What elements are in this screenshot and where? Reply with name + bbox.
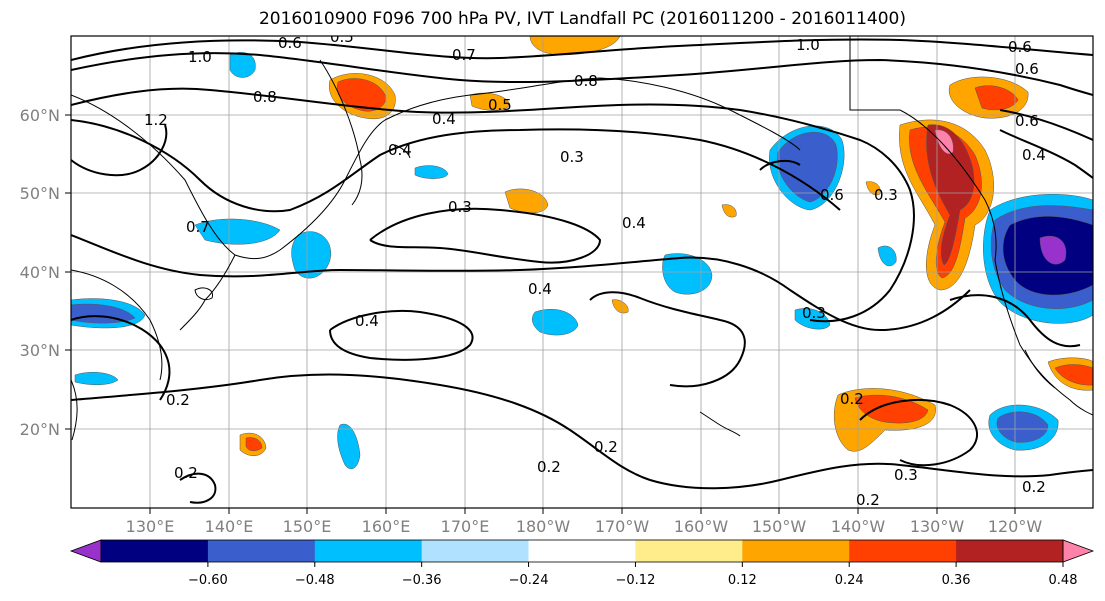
- colorbar-swatch: [421, 540, 530, 562]
- contour-label: 0.7: [186, 218, 210, 236]
- contour-label: 0.2: [856, 491, 880, 509]
- colorbar-swatch: [314, 540, 423, 562]
- contour-label: 0.8: [253, 88, 277, 106]
- contour-label: 0.2: [594, 438, 618, 456]
- contour-label: 0.2: [537, 458, 561, 476]
- contour-label: 0.3: [802, 304, 826, 322]
- contour-label: 0.6: [1008, 38, 1032, 56]
- contour-label: 0.8: [574, 72, 598, 90]
- pv-contour: [71, 38, 1093, 61]
- lon-axis: 130°E 140°E 150°E 160°E 170°E 180°W 170°…: [126, 508, 1043, 536]
- colorbar-swatch: [528, 540, 636, 562]
- pv-contour: [71, 119, 841, 213]
- contour-label: 0.3: [894, 466, 918, 484]
- colorbar-tick-label: 0.36: [942, 573, 971, 588]
- colorbar-extend-low: [69, 539, 102, 563]
- contour-label: 0.3: [560, 148, 584, 166]
- pv-contour: [71, 52, 1093, 96]
- lon-label: 130°W: [910, 517, 965, 536]
- lon-label: 150°E: [283, 517, 332, 536]
- lon-label: 150°W: [752, 517, 807, 536]
- contour-label: 0.2: [840, 390, 864, 408]
- contour-label: 0.6: [278, 34, 302, 52]
- lat-label: 40°N: [20, 263, 60, 282]
- pv-contour: [589, 291, 746, 388]
- contour-label: 0.4: [388, 141, 412, 159]
- pv-contour: [999, 129, 1093, 179]
- lat-label: 60°N: [20, 106, 60, 125]
- pv-contour: [71, 124, 168, 177]
- pv-contour: [71, 234, 971, 332]
- map-title: 2016010900 F096 700 hPa PV, IVT Landfall…: [258, 9, 906, 29]
- contour-label: 0.2: [174, 464, 198, 482]
- lon-label: 130°E: [126, 517, 175, 536]
- pv-contour: [329, 309, 474, 361]
- shaded-anomalies: [71, 36, 1093, 470]
- pv-contour: [999, 109, 1093, 141]
- pv-contour: [71, 315, 171, 401]
- pv-contour: [369, 207, 602, 264]
- contour-label: 0.6: [1015, 112, 1039, 130]
- contour-label: 0.3: [874, 186, 898, 204]
- contour-label: 1.2: [144, 111, 168, 129]
- colorbar-tick-label: −0.36: [402, 573, 442, 588]
- lat-label: 30°N: [20, 341, 60, 360]
- contour-label: 0.5: [488, 96, 512, 114]
- colorbar-tick-label: −0.48: [295, 573, 335, 588]
- lon-label: 160°E: [362, 517, 411, 536]
- graticule: [71, 36, 1093, 508]
- lat-label: 20°N: [20, 420, 60, 439]
- lon-label: 120°W: [988, 517, 1043, 536]
- lon-label: 140°E: [205, 517, 254, 536]
- colorbar-extend-high: [1062, 539, 1095, 563]
- colorbar-swatch: [101, 540, 209, 562]
- contour-label: 0.6: [820, 186, 844, 204]
- lon-label: 170°W: [595, 517, 650, 536]
- pv-contour: [71, 373, 1093, 490]
- contour-label: 0.3: [448, 198, 472, 216]
- colorbar-swatch: [207, 540, 316, 562]
- colorbar-tick-label: 0.48: [1049, 573, 1078, 588]
- pv-contour: [949, 294, 1081, 348]
- lon-label: 170°E: [441, 517, 490, 536]
- pv-contour: [759, 159, 801, 171]
- lat-axis: 60°N 50°N 40°N 30°N 20°N: [20, 106, 71, 439]
- pv-contours: [71, 38, 1093, 504]
- lon-label: 140°W: [831, 517, 886, 536]
- colorbar-swatch: [849, 540, 957, 562]
- colorbar-tick-label: −0.24: [509, 573, 549, 588]
- contour-label: 0.5: [330, 28, 354, 46]
- colorbar-tick-label: −0.60: [188, 573, 228, 588]
- contour-labels: 1.0 0.8 0.7 0.6 0.5 0.4 0.3 0.2 1.2 1.0 …: [144, 28, 1046, 509]
- contour-label: 0.4: [1022, 146, 1046, 164]
- colorbar-swatch: [635, 540, 743, 562]
- colorbar: −0.60 −0.48 −0.36 −0.24 −0.12 0.12 0.24 0.36 0.4…: [69, 539, 1095, 588]
- contour-label: 0.4: [355, 312, 379, 330]
- contour-label: 0.7: [452, 46, 476, 64]
- colorbar-tick-label: 0.12: [728, 573, 757, 588]
- contour-label: 0.6: [1015, 60, 1039, 78]
- lon-label: 180°W: [516, 517, 571, 536]
- contour-label: 1.0: [796, 36, 820, 54]
- colorbar-outline: [100, 539, 1064, 563]
- colorbar-swatch: [956, 540, 1064, 562]
- lon-label: 160°W: [674, 517, 729, 536]
- contour-label: 0.2: [166, 391, 190, 409]
- colorbar-tick-label: 0.24: [835, 573, 864, 588]
- contour-label: 0.4: [528, 280, 552, 298]
- lat-label: 50°N: [20, 184, 60, 203]
- colorbar-swatch: [742, 540, 850, 562]
- contour-label: 0.4: [432, 110, 456, 128]
- pv-contour: [859, 399, 979, 467]
- pv-contour: [179, 472, 217, 504]
- colorbar-tick-label: −0.12: [616, 573, 656, 588]
- contour-label: 0.2: [1022, 478, 1046, 496]
- pv-contour: [71, 87, 915, 323]
- contour-label: 1.0: [188, 48, 212, 66]
- contour-label: 0.4: [622, 214, 646, 232]
